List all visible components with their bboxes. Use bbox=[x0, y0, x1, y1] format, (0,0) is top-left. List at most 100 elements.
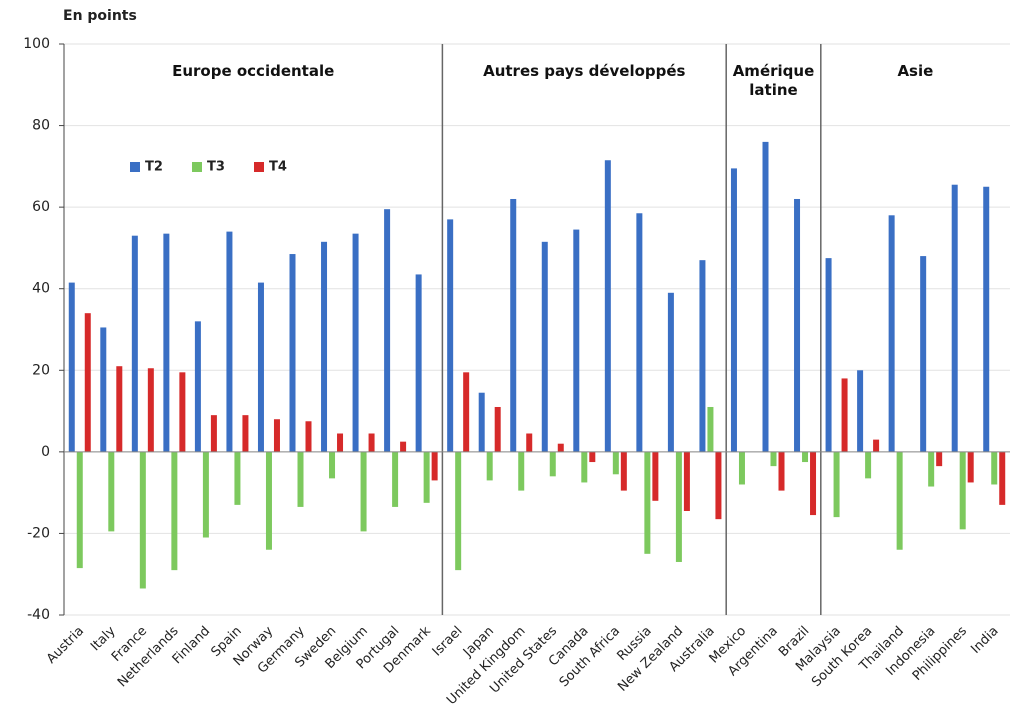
bar bbox=[675, 451, 682, 562]
bar bbox=[360, 451, 367, 532]
bar bbox=[265, 451, 272, 550]
bar bbox=[100, 327, 107, 452]
bar bbox=[557, 443, 564, 452]
bar bbox=[778, 451, 785, 491]
bar bbox=[518, 451, 525, 491]
bar bbox=[810, 451, 817, 516]
bar bbox=[234, 451, 241, 505]
bar bbox=[163, 233, 170, 452]
bar bbox=[604, 160, 611, 452]
bar bbox=[573, 229, 580, 452]
bar bbox=[833, 451, 840, 518]
bar bbox=[683, 451, 690, 511]
chart-title: En points bbox=[63, 8, 137, 24]
bar bbox=[888, 215, 895, 452]
bar bbox=[644, 451, 651, 554]
bar bbox=[463, 372, 470, 452]
bar bbox=[179, 372, 186, 452]
bar bbox=[730, 168, 737, 452]
x-tick-label: Austria bbox=[44, 624, 87, 667]
group-label: Asie bbox=[897, 62, 934, 80]
bar bbox=[384, 209, 391, 452]
bar bbox=[936, 451, 943, 467]
bar bbox=[991, 451, 998, 485]
bar bbox=[920, 256, 927, 452]
y-tick-label: 0 bbox=[41, 444, 50, 460]
bar bbox=[321, 241, 328, 452]
bar bbox=[478, 392, 485, 452]
bar bbox=[652, 451, 659, 501]
bar bbox=[612, 451, 619, 475]
group-label: Autres pays développés bbox=[483, 62, 686, 80]
bar bbox=[84, 313, 91, 452]
bar bbox=[116, 366, 123, 452]
bar bbox=[581, 451, 588, 483]
bar bbox=[431, 451, 438, 481]
bar bbox=[368, 433, 375, 452]
bar bbox=[455, 451, 462, 571]
y-tick-label: 100 bbox=[23, 36, 50, 52]
bar bbox=[289, 254, 296, 452]
bar bbox=[139, 451, 146, 589]
bar bbox=[999, 451, 1006, 505]
bar bbox=[108, 451, 115, 532]
bar bbox=[959, 451, 966, 530]
bar bbox=[337, 433, 344, 452]
legend-swatch bbox=[130, 162, 140, 172]
bar bbox=[707, 406, 714, 452]
y-tick-label: 40 bbox=[32, 281, 50, 297]
bar bbox=[494, 406, 501, 452]
bar bbox=[76, 451, 83, 569]
bar bbox=[423, 451, 430, 503]
bar bbox=[297, 451, 304, 507]
bar bbox=[171, 451, 178, 571]
legend-label: T4 bbox=[269, 160, 287, 175]
x-tick-label: Israel bbox=[430, 624, 466, 660]
bar bbox=[210, 415, 217, 452]
bar bbox=[202, 451, 209, 538]
bar bbox=[857, 370, 864, 452]
bar bbox=[928, 451, 935, 487]
bar bbox=[257, 282, 264, 452]
group-label: Europe occidentale bbox=[172, 62, 335, 80]
bar bbox=[510, 198, 517, 452]
bar bbox=[636, 213, 643, 452]
x-tick-label: India bbox=[968, 624, 1001, 657]
y-tick-label: -40 bbox=[27, 607, 50, 623]
bar bbox=[865, 451, 872, 479]
bar bbox=[699, 260, 706, 452]
group-label: Amérique latine bbox=[732, 62, 815, 99]
bar bbox=[415, 274, 422, 452]
bar bbox=[794, 198, 801, 452]
y-tick-label: -20 bbox=[27, 525, 50, 541]
bar bbox=[305, 421, 312, 452]
legend-swatch bbox=[254, 162, 264, 172]
bar bbox=[738, 451, 745, 485]
bar bbox=[802, 451, 809, 463]
bar bbox=[549, 451, 556, 477]
bar bbox=[352, 233, 359, 452]
bar bbox=[589, 451, 596, 463]
bar bbox=[667, 292, 674, 452]
bar bbox=[147, 368, 154, 452]
bar bbox=[486, 451, 493, 481]
legend-swatch bbox=[192, 162, 202, 172]
bar bbox=[541, 241, 548, 452]
bar bbox=[620, 451, 627, 491]
y-tick-label: 20 bbox=[32, 362, 50, 378]
y-tick-label: 60 bbox=[32, 199, 50, 215]
bar bbox=[68, 282, 75, 452]
bar bbox=[770, 451, 777, 467]
bar bbox=[131, 235, 138, 452]
bar bbox=[194, 321, 201, 452]
bar bbox=[825, 258, 832, 452]
bar bbox=[400, 441, 407, 452]
bar bbox=[841, 378, 848, 452]
bar bbox=[951, 184, 958, 452]
bar bbox=[715, 451, 722, 520]
bar bbox=[873, 439, 880, 452]
bar bbox=[983, 186, 990, 452]
bar bbox=[273, 419, 280, 452]
bar bbox=[242, 415, 249, 452]
